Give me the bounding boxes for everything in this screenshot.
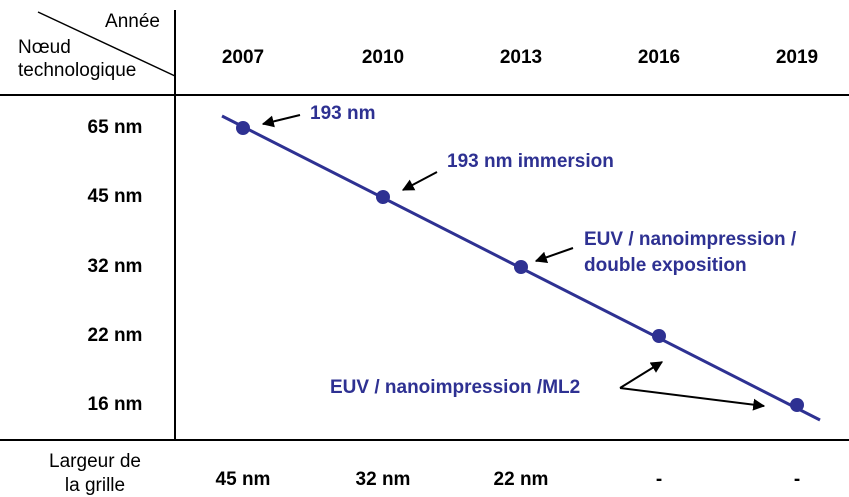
footer-label: Largeur de — [49, 451, 141, 472]
arrow — [401, 171, 438, 191]
year: 2016 — [638, 47, 680, 68]
point — [236, 121, 250, 135]
node: 16 nm — [88, 394, 143, 415]
arrow — [619, 361, 664, 389]
row-header: technologique — [18, 60, 136, 81]
footer-value: 22 nm — [494, 469, 549, 490]
row-header: Nœud — [18, 37, 71, 58]
annotation: double exposition — [584, 255, 747, 276]
point — [790, 398, 804, 412]
node: 22 nm — [88, 325, 143, 346]
annotation: EUV / nanoimpression /ML2 — [330, 377, 580, 398]
footer-label: la grille — [65, 475, 125, 496]
arrow — [619, 387, 766, 411]
year: 2007 — [222, 47, 264, 68]
arrow — [261, 114, 301, 128]
corner-diagonal — [37, 11, 176, 77]
annotation: 193 nm — [310, 103, 375, 124]
content: 2007 2010 2013 2016 2019 65 nm 45 nm 32 nm 22 nm… — [49, 47, 818, 496]
footer-value: 45 nm — [216, 469, 271, 490]
node: 32 nm — [88, 256, 143, 277]
point — [514, 260, 528, 274]
node: 45 nm — [88, 186, 143, 207]
point — [376, 190, 390, 204]
footer-value: - — [794, 469, 800, 490]
year: 2010 — [362, 47, 404, 68]
footer-value: 32 nm — [356, 469, 411, 490]
year: 2019 — [776, 47, 818, 68]
footer-value: - — [656, 469, 662, 490]
point — [652, 329, 666, 343]
arrow — [534, 247, 574, 264]
year: 2013 — [500, 47, 542, 68]
annotation: 193 nm immersion — [447, 151, 614, 172]
annotation: EUV / nanoimpression / — [584, 229, 797, 250]
node: 65 nm — [88, 117, 143, 138]
column-header: Année — [105, 11, 160, 32]
